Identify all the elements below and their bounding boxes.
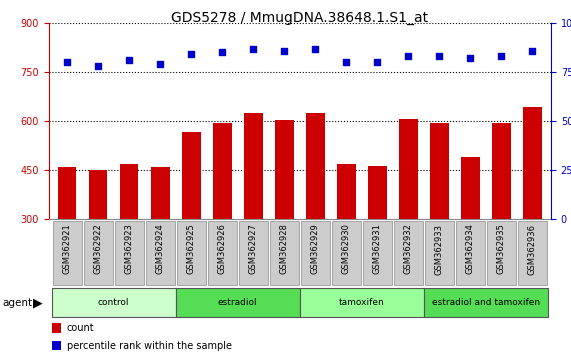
Point [156,62,165,67]
Text: GSM362923: GSM362923 [124,223,134,274]
Point [311,46,320,51]
FancyBboxPatch shape [270,221,299,285]
Bar [306,113,324,318]
Text: GSM362925: GSM362925 [187,223,196,274]
Point [94,63,103,69]
Bar [244,113,263,318]
Text: ▶: ▶ [33,296,42,309]
Point [435,53,444,59]
Point [341,59,351,65]
Text: estradiol: estradiol [218,297,258,307]
Bar [182,132,200,318]
FancyBboxPatch shape [53,221,82,285]
Text: GSM362924: GSM362924 [156,223,164,274]
Point [528,48,537,53]
FancyBboxPatch shape [300,288,424,317]
Text: GSM362936: GSM362936 [528,223,537,274]
FancyBboxPatch shape [146,221,175,285]
Bar [89,170,107,318]
FancyBboxPatch shape [332,221,361,285]
Bar [492,123,510,318]
Point [124,57,134,63]
Text: GSM362928: GSM362928 [280,223,289,274]
Bar [151,167,170,318]
FancyBboxPatch shape [176,288,300,317]
Bar [461,157,480,318]
Text: estradiol and tamoxifen: estradiol and tamoxifen [432,297,540,307]
FancyBboxPatch shape [239,221,268,285]
Point [218,50,227,55]
Text: GSM362935: GSM362935 [497,223,506,274]
FancyBboxPatch shape [487,221,516,285]
Text: agent: agent [3,298,33,308]
FancyBboxPatch shape [518,221,547,285]
Point [497,53,506,59]
Point [280,48,289,53]
FancyBboxPatch shape [208,221,237,285]
FancyBboxPatch shape [456,221,485,285]
Bar [213,123,231,318]
Text: GSM362929: GSM362929 [311,223,320,274]
Text: control: control [98,297,130,307]
Bar [368,166,387,318]
Text: GSM362921: GSM362921 [63,223,71,274]
FancyBboxPatch shape [301,221,330,285]
Point [373,59,382,65]
FancyBboxPatch shape [394,221,423,285]
FancyBboxPatch shape [424,288,548,317]
FancyBboxPatch shape [115,221,144,285]
Text: GSM362926: GSM362926 [218,223,227,274]
Text: tamoxifen: tamoxifen [339,297,385,307]
Text: GSM362927: GSM362927 [249,223,258,274]
Text: GSM362934: GSM362934 [466,223,475,274]
Text: GSM362922: GSM362922 [94,223,103,274]
Text: GSM362932: GSM362932 [404,223,413,274]
Point [404,53,413,59]
FancyBboxPatch shape [83,221,112,285]
Bar [523,107,542,318]
Text: percentile rank within the sample: percentile rank within the sample [67,341,232,350]
Text: GSM362931: GSM362931 [373,223,382,274]
Bar [430,123,449,318]
Bar [58,167,77,318]
FancyBboxPatch shape [176,221,206,285]
Bar [399,119,417,318]
Bar [51,323,61,333]
Point [249,46,258,51]
Text: GSM362933: GSM362933 [435,223,444,274]
FancyBboxPatch shape [425,221,454,285]
Bar [51,341,61,350]
Text: count: count [67,323,94,333]
Text: GSM362930: GSM362930 [342,223,351,274]
Bar [120,164,139,318]
FancyBboxPatch shape [363,221,392,285]
FancyBboxPatch shape [51,288,176,317]
Bar [337,165,356,318]
Point [466,56,475,61]
Point [63,59,72,65]
Bar [275,120,293,318]
Point [187,52,196,57]
Text: GDS5278 / MmugDNA.38648.1.S1_at: GDS5278 / MmugDNA.38648.1.S1_at [171,11,428,25]
